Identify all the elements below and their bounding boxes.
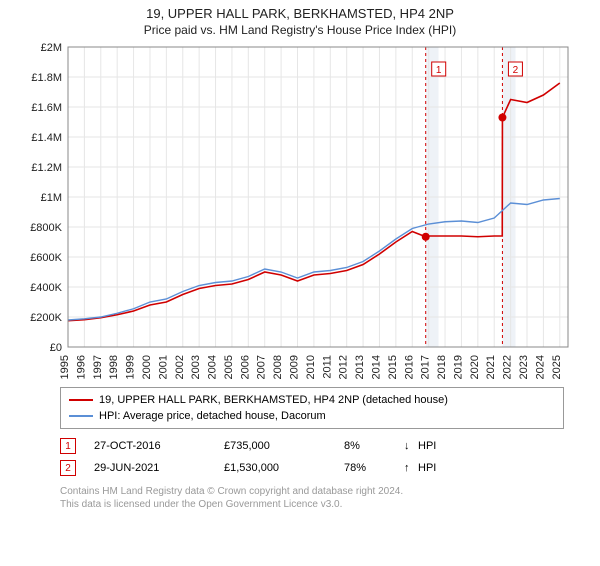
svg-text:2007: 2007	[256, 355, 268, 379]
svg-text:2019: 2019	[452, 355, 464, 379]
svg-text:2005: 2005	[223, 355, 235, 379]
event-price: £1,530,000	[224, 462, 344, 474]
svg-text:£2M: £2M	[41, 42, 62, 54]
event-arrow-icon: ↑	[404, 462, 418, 474]
event-row: 1 27-OCT-2016£735,0008%↓HPI	[60, 435, 564, 457]
event-label: HPI	[418, 440, 436, 452]
svg-text:2012: 2012	[338, 355, 350, 379]
legend-item: HPI: Average price, detached house, Daco…	[69, 408, 555, 424]
event-row: 2 29-JUN-2021£1,530,00078%↑HPI	[60, 457, 564, 479]
svg-text:2000: 2000	[141, 355, 153, 379]
events-table: 1 27-OCT-2016£735,0008%↓HPI 2 29-JUN-2021£1…	[60, 435, 564, 479]
svg-text:£200K: £200K	[30, 312, 62, 324]
event-arrow-icon: ↓	[404, 440, 418, 452]
svg-text:2014: 2014	[370, 355, 382, 379]
svg-text:2: 2	[513, 65, 519, 76]
svg-text:1: 1	[436, 65, 442, 76]
svg-text:£1.6M: £1.6M	[31, 102, 62, 114]
legend-swatch	[69, 415, 93, 417]
svg-text:£800K: £800K	[30, 222, 62, 234]
svg-text:£1.8M: £1.8M	[31, 72, 62, 84]
svg-text:2025: 2025	[551, 355, 563, 379]
event-marker: 1	[60, 438, 76, 454]
svg-text:2024: 2024	[534, 355, 546, 379]
event-date: 27-OCT-2016	[94, 440, 224, 452]
svg-text:2002: 2002	[174, 355, 186, 379]
legend: 19, UPPER HALL PARK, BERKHAMSTED, HP4 2N…	[60, 387, 564, 429]
svg-text:2015: 2015	[387, 355, 399, 379]
chart-title: 19, UPPER HALL PARK, BERKHAMSTED, HP4 2N…	[0, 6, 600, 21]
svg-text:2008: 2008	[272, 355, 284, 379]
legend-item: 19, UPPER HALL PARK, BERKHAMSTED, HP4 2N…	[69, 392, 555, 408]
svg-text:2023: 2023	[518, 355, 530, 379]
svg-text:2004: 2004	[207, 355, 219, 379]
svg-text:£400K: £400K	[30, 282, 62, 294]
event-pct: 8%	[344, 440, 404, 452]
svg-text:£0: £0	[50, 342, 62, 354]
svg-text:£1.4M: £1.4M	[31, 132, 62, 144]
event-price: £735,000	[224, 440, 344, 452]
svg-text:2017: 2017	[420, 355, 432, 379]
svg-text:2001: 2001	[157, 355, 169, 379]
chart-svg: £0 £200K £400K £600K £800K £1M £1.2M £1.4M £1.6M…	[20, 41, 580, 381]
svg-text:2018: 2018	[436, 355, 448, 379]
svg-text:2016: 2016	[403, 355, 415, 379]
svg-text:£1.2M: £1.2M	[31, 162, 62, 174]
svg-text:2010: 2010	[305, 355, 317, 379]
event-label: HPI	[418, 462, 436, 474]
chart-area: £0 £200K £400K £600K £800K £1M £1.2M £1.4M £1.6M…	[20, 41, 580, 381]
svg-text:1996: 1996	[75, 355, 87, 379]
legend-label: 19, UPPER HALL PARK, BERKHAMSTED, HP4 2N…	[99, 394, 448, 406]
chart-subtitle: Price paid vs. HM Land Registry's House …	[0, 23, 600, 37]
svg-text:2011: 2011	[321, 355, 333, 379]
svg-text:£600K: £600K	[30, 252, 62, 264]
attribution: Contains HM Land Registry data © Crown c…	[60, 485, 564, 511]
svg-text:2021: 2021	[485, 355, 497, 379]
event-date: 29-JUN-2021	[94, 462, 224, 474]
svg-text:2020: 2020	[469, 355, 481, 379]
event-marker: 2	[60, 460, 76, 476]
svg-text:2022: 2022	[502, 355, 514, 379]
svg-text:1995: 1995	[59, 355, 71, 379]
svg-text:1999: 1999	[125, 355, 137, 379]
svg-text:2003: 2003	[190, 355, 202, 379]
attribution-line: Contains HM Land Registry data © Crown c…	[60, 485, 564, 498]
legend-swatch	[69, 399, 93, 401]
svg-text:£1M: £1M	[41, 192, 62, 204]
attribution-line: This data is licensed under the Open Gov…	[60, 498, 564, 511]
svg-text:2009: 2009	[289, 355, 301, 379]
svg-text:2013: 2013	[354, 355, 366, 379]
svg-text:1998: 1998	[108, 355, 120, 379]
svg-text:2006: 2006	[239, 355, 251, 379]
legend-label: HPI: Average price, detached house, Daco…	[99, 410, 326, 422]
event-pct: 78%	[344, 462, 404, 474]
svg-text:1997: 1997	[92, 355, 104, 379]
